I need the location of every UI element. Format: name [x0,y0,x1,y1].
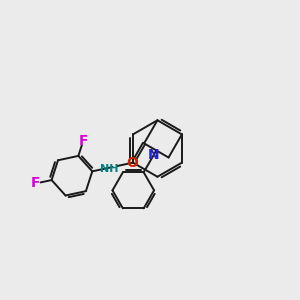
Text: F: F [79,134,88,148]
Text: N: N [148,148,160,162]
Text: O: O [127,157,138,170]
Text: NH: NH [100,164,118,174]
Text: F: F [31,176,41,190]
